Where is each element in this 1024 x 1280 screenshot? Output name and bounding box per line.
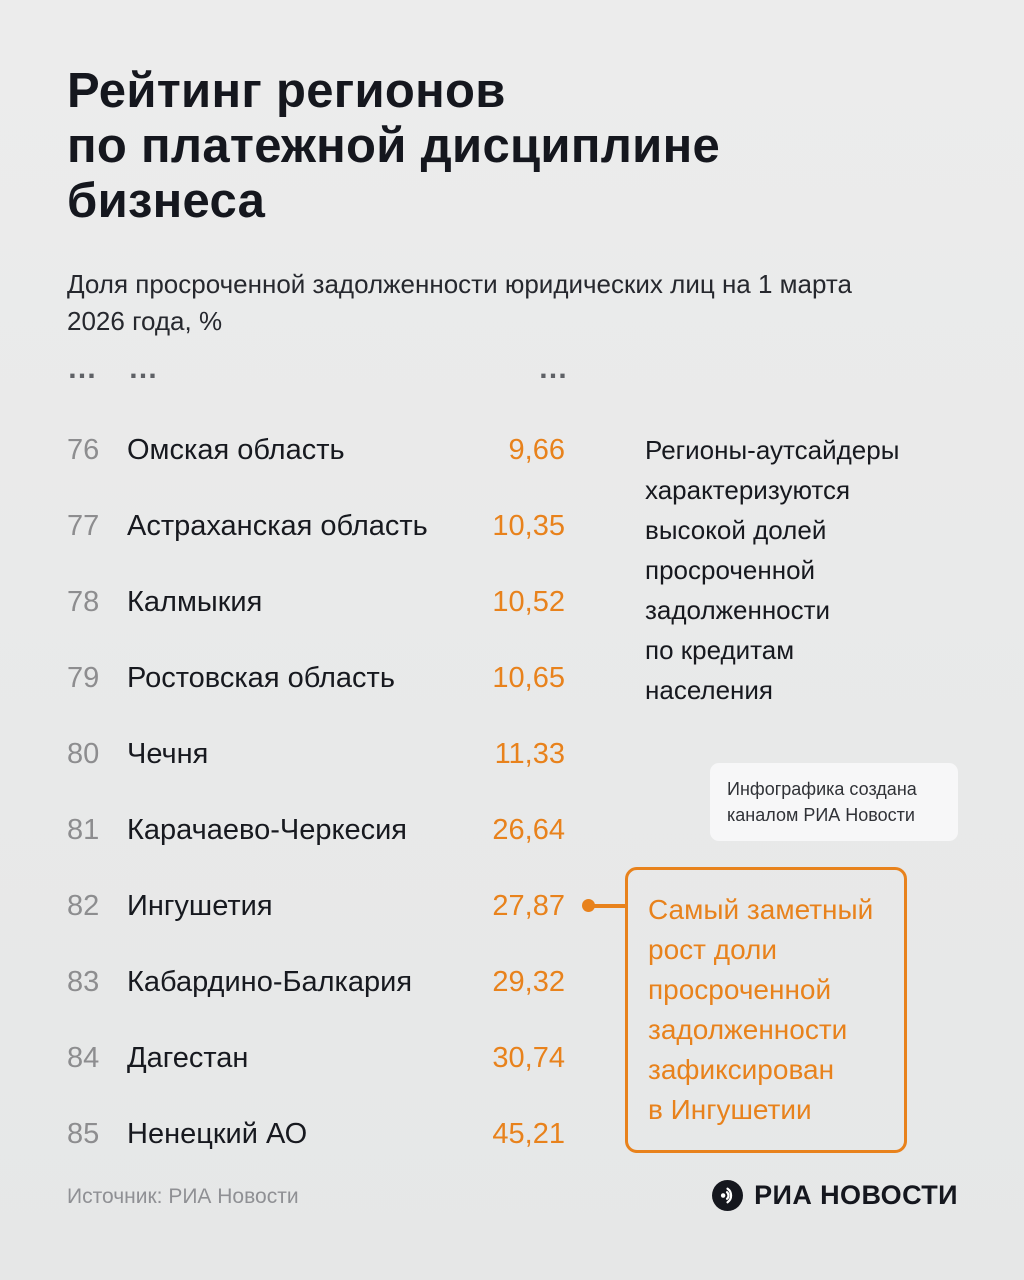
value-cell: 11,33 (494, 737, 565, 770)
region-cell: Ростовская область (127, 661, 395, 694)
rank-cell: 83 (67, 965, 100, 998)
value-cell: 26,64 (492, 813, 565, 846)
region-cell: Омская область (127, 433, 345, 466)
ria-logo: РИА НОВОСТИ (712, 1180, 958, 1211)
rank-cell: 80 (67, 737, 100, 770)
rank-cell: 78 (67, 585, 100, 618)
rank-cell: 85 (67, 1117, 100, 1150)
table-row: 76 Омская область 9,66 (67, 412, 565, 488)
ria-logo-icon (712, 1180, 744, 1211)
value-cell: 10,65 (492, 661, 565, 694)
value-cell: 45,21 (492, 1117, 565, 1150)
rank-cell: 79 (67, 661, 100, 694)
ingushetia-callout: Самый заметный рост доли просроченной за… (625, 867, 907, 1153)
regions-table: 76 Омская область 9,66 77 Астраханская о… (67, 412, 565, 1172)
truncation-ellipsis: … (67, 352, 99, 385)
rank-cell: 81 (67, 813, 100, 846)
credit-box: Инфографика создана каналом РИА Новости (710, 763, 958, 841)
value-cell: 10,35 (492, 509, 565, 542)
region-cell: Ингушетия (127, 889, 273, 922)
truncation-ellipsis: … (128, 352, 160, 385)
table-row: 81 Карачаево-Черкесия 26,64 (67, 792, 565, 868)
region-cell: Ненецкий АО (127, 1117, 308, 1150)
table-row: 85 Ненецкий АО 45,21 (67, 1096, 565, 1172)
rank-cell: 76 (67, 433, 100, 466)
table-row: 84 Дагестан 30,74 (67, 1020, 565, 1096)
region-cell: Чечня (127, 737, 209, 770)
table-row: 79 Ростовская область 10,65 (67, 640, 565, 716)
value-cell: 10,52 (492, 585, 565, 618)
region-cell: Кабардино-Балкария (127, 965, 413, 998)
table-row: 80 Чечня 11,33 (67, 716, 565, 792)
table-row: 77 Астраханская область 10,35 (67, 488, 565, 564)
ria-logo-text: РИА НОВОСТИ (754, 1180, 958, 1210)
rank-cell: 77 (67, 509, 100, 542)
table-row: 83 Кабардино-Балкария 29,32 (67, 944, 565, 1020)
region-cell: Карачаево-Черкесия (127, 813, 408, 846)
rank-cell: 84 (67, 1041, 100, 1074)
page-title: Рейтинг регионов по платежной дисциплине… (67, 64, 721, 228)
callout-connector-line (592, 904, 627, 908)
outsiders-note: Регионы-аутсайдеры характеризуются высок… (645, 435, 900, 705)
table-row: 78 Калмыкия 10,52 (67, 564, 565, 640)
page-subtitle: Доля просроченной задолженности юридичес… (67, 269, 852, 336)
value-cell: 30,74 (492, 1041, 565, 1074)
region-cell: Дагестан (127, 1041, 249, 1074)
table-row-highlighted: 82 Ингушетия 27,87 (67, 868, 565, 944)
callout-connector-dot (582, 899, 595, 912)
source-note: Источник: РИА Новости (67, 1185, 299, 1208)
value-cell: 27,87 (492, 889, 565, 922)
value-cell: 9,66 (508, 433, 565, 466)
truncation-ellipsis: … (538, 352, 570, 385)
rank-cell: 82 (67, 889, 100, 922)
region-cell: Калмыкия (127, 585, 263, 618)
region-cell: Астраханская область (127, 509, 428, 542)
value-cell: 29,32 (492, 965, 565, 998)
